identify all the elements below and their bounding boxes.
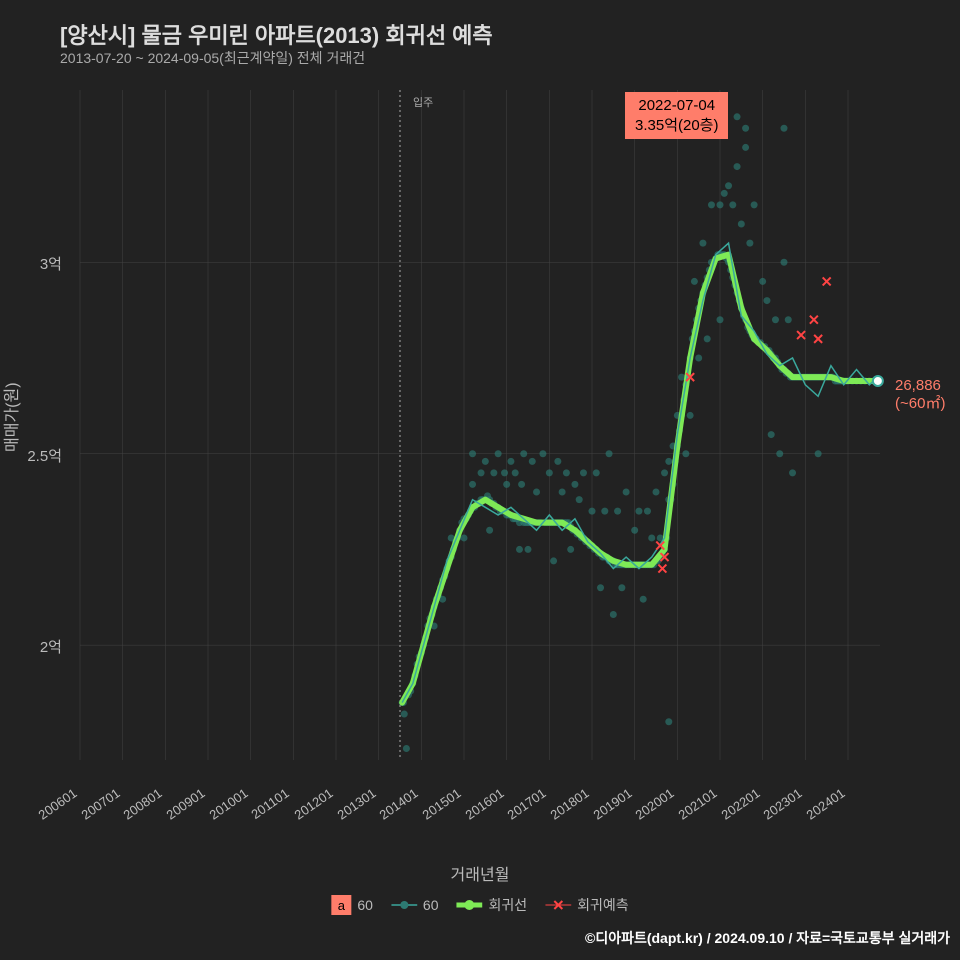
chart-svg xyxy=(70,80,890,800)
end-label: 26,886 (~60㎡) xyxy=(895,377,945,413)
end-label-value: 26,886 xyxy=(895,377,945,395)
y-tick-label: 2억 xyxy=(12,636,62,657)
y-tick-label: 2.5억 xyxy=(12,445,62,466)
legend-item-scatter: 60 xyxy=(391,897,439,913)
y-tick-label: 3억 xyxy=(12,253,62,274)
legend: a 60 60 회귀선 회귀예측 xyxy=(331,895,628,915)
legend-scatter-icon xyxy=(391,898,417,912)
chart-subtitle: 2013-07-20 ~ 2024-09-05(최근계약일) 전체 거래건 xyxy=(60,48,365,68)
end-label-sub: (~60㎡) xyxy=(895,395,945,413)
chart-title: [양산시] 물금 우미린 아파트(2013) 회귀선 예측 xyxy=(60,18,493,50)
legend-label-2: 60 xyxy=(423,897,439,913)
x-tick-label: 200601 xyxy=(36,785,80,822)
legend-regression-icon xyxy=(456,898,482,912)
callout-line1: 2022-07-04 xyxy=(635,96,718,116)
legend-label-3: 회귀선 xyxy=(488,895,527,915)
legend-prediction-icon xyxy=(545,898,571,912)
legend-label-4: 회귀예측 xyxy=(577,895,629,915)
credit-text: ©디아파트(dapt.kr) / 2024.09.10 / 자료=국토교통부 실… xyxy=(585,928,950,948)
legend-label-1: 60 xyxy=(357,897,373,913)
vline-label: 입주 xyxy=(413,94,433,110)
x-axis-label: 거래년월 xyxy=(451,861,510,885)
legend-item-prediction: 회귀예측 xyxy=(545,895,629,915)
legend-item-a: a 60 xyxy=(331,895,373,915)
y-axis-label: 매매가(원) xyxy=(0,382,22,452)
legend-item-regression: 회귀선 xyxy=(456,895,527,915)
legend-box-a: a xyxy=(331,895,351,915)
callout-box: 2022-07-04 3.35억(20층) xyxy=(625,92,728,139)
callout-line2: 3.35억(20층) xyxy=(635,116,718,136)
